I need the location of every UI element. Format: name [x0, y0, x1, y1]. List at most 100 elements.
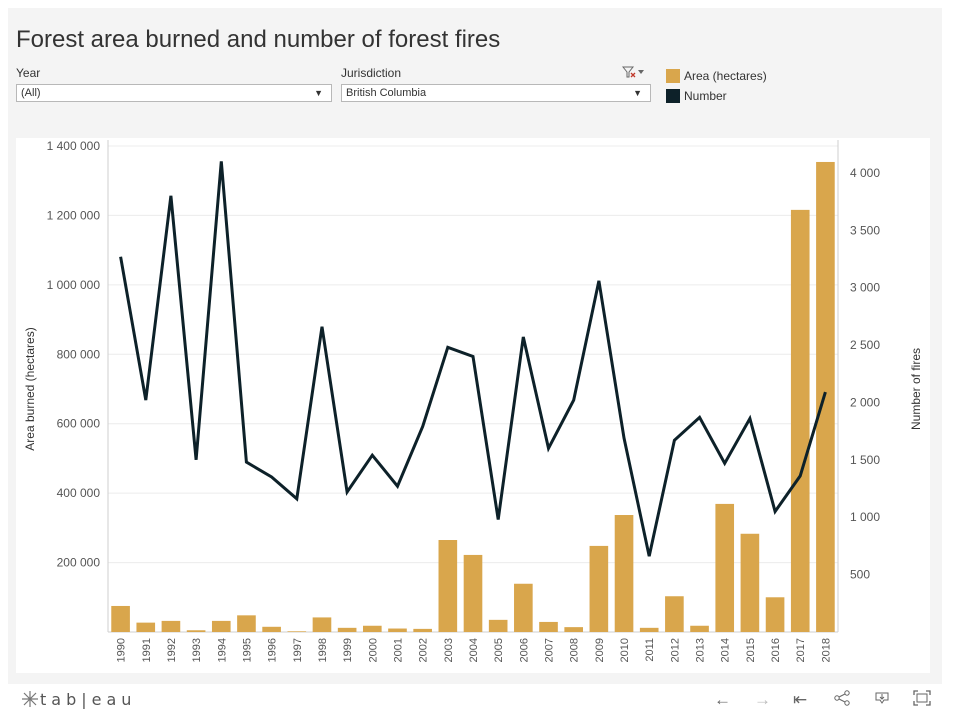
bar	[262, 626, 281, 632]
series-line-number	[119, 161, 827, 557]
fullscreen-icon[interactable]	[913, 690, 931, 711]
y-tick-label: 400 000	[57, 486, 101, 500]
bar	[312, 617, 332, 632]
bar	[715, 503, 735, 632]
x-tick-label: 2005	[493, 638, 505, 662]
bar	[665, 596, 684, 632]
page-title: Forest area burned and number of forest …	[16, 26, 501, 53]
tableau-mark-icon	[22, 691, 38, 707]
bar	[111, 605, 130, 632]
y2-tick-label: 2 000	[850, 395, 880, 409]
undo-icon[interactable]: ←	[714, 690, 731, 709]
y2-tick-label: 3 500	[850, 223, 880, 237]
x-tick-label: 2000	[367, 638, 379, 662]
x-tick-label: 2014	[720, 638, 732, 662]
bar	[438, 540, 458, 632]
bar	[161, 620, 181, 632]
y2-tick-label: 2 500	[850, 338, 880, 352]
bar	[362, 625, 382, 632]
redo-icon[interactable]: →	[754, 690, 771, 709]
y2-tick-label: 1 500	[850, 453, 880, 467]
x-tick-label: 1990	[116, 638, 128, 662]
chart-area: 200 000 400 000 600 000 800 000 1 000 000 1 2…	[16, 138, 930, 673]
x-tick-label: 2003	[443, 638, 455, 662]
jurisdiction-filter-dropdown[interactable]: British Columbia ▼	[341, 84, 651, 102]
bar	[237, 615, 256, 632]
bar	[765, 597, 785, 632]
x-tick-label: 1991	[141, 638, 153, 662]
bar	[413, 628, 432, 632]
x-tick-label: 1992	[166, 638, 178, 662]
legend-swatch-area	[666, 69, 680, 83]
x-tick-label: 2010	[619, 638, 631, 662]
x-tick-label: 2012	[669, 638, 681, 662]
y-tick-label: 1 000 000	[47, 278, 101, 292]
bar	[790, 209, 810, 633]
bar	[337, 627, 357, 632]
bar	[740, 533, 760, 632]
legend-label-area: Area (hectares)	[684, 69, 767, 83]
logo-text: tab|eau	[40, 690, 137, 709]
y-tick-label: 1 200 000	[47, 208, 101, 222]
x-tick-label: 2004	[468, 638, 480, 662]
x-tick-label: 2002	[418, 638, 430, 662]
y2-tick-label: 1 000	[850, 510, 880, 524]
bar	[589, 545, 609, 632]
bar	[136, 622, 156, 632]
revert-icon[interactable]: ⇤	[793, 690, 808, 709]
x-tick-label: 2009	[594, 638, 606, 662]
x-tick-label: 2007	[544, 638, 556, 662]
y2-tick-label: 3 000	[850, 281, 880, 295]
jurisdiction-filter-label: Jurisdiction	[341, 66, 402, 80]
x-tick-label: 2006	[518, 638, 530, 662]
year-filter-value: (All)	[21, 87, 41, 99]
x-tick-label: 2015	[745, 638, 757, 662]
bar	[564, 627, 584, 632]
x-tick-label: 1996	[267, 638, 279, 662]
footer-toolbar: tab|eau ← → ⇤	[0, 684, 968, 727]
x-tick-label: 1998	[317, 638, 329, 662]
bar	[463, 554, 483, 632]
y2-tick-label: 500	[850, 568, 870, 582]
share-icon[interactable]	[834, 690, 850, 711]
x-tick-label: 1995	[241, 638, 253, 662]
bar	[488, 619, 508, 632]
legend-label-number: Number	[684, 89, 727, 103]
y2-axis-title: Number of fires	[909, 348, 923, 430]
bar	[186, 630, 206, 632]
bar	[287, 631, 307, 632]
y-tick-label: 200 000	[57, 556, 101, 570]
combo-chart: 200 000 400 000 600 000 800 000 1 000 000 1 2…	[23, 139, 923, 662]
year-filter-dropdown[interactable]: (All) ▼	[16, 84, 332, 102]
chevron-down-icon: ▼	[314, 88, 323, 98]
chevron-down-icon: ▼	[633, 88, 642, 98]
bar	[539, 621, 558, 632]
x-tick-label: 2008	[569, 638, 581, 662]
x-tick-label: 2017	[795, 638, 807, 662]
year-filter-label: Year	[16, 66, 41, 80]
x-tick-label: 2016	[770, 638, 782, 662]
x-tick-label: 1993	[191, 638, 203, 662]
bar	[388, 628, 407, 632]
bar	[514, 583, 533, 632]
clear-filter-icon[interactable]	[621, 66, 644, 81]
y-tick-label: 600 000	[57, 417, 101, 431]
bar	[211, 620, 231, 632]
x-tick-label: 1999	[342, 638, 354, 662]
y-tick-label: 1 400 000	[47, 139, 101, 153]
bar	[639, 627, 659, 632]
x-tick-label: 1997	[292, 638, 304, 662]
jurisdiction-filter-value: British Columbia	[346, 87, 427, 99]
x-tick-label: 2018	[820, 638, 832, 662]
bar	[690, 625, 709, 632]
x-tick-label: 2013	[695, 638, 707, 662]
legend-swatch-number	[666, 89, 680, 103]
y-axis-title: Area burned (hectares)	[23, 327, 37, 450]
bar	[614, 515, 634, 632]
tableau-logo: tab|eau	[20, 689, 136, 709]
y-tick-label: 800 000	[57, 347, 101, 361]
download-icon[interactable]	[874, 690, 890, 711]
x-tick-label: 1994	[216, 638, 228, 662]
x-tick-label: 2001	[392, 638, 404, 662]
x-tick-label: 2011	[644, 638, 656, 662]
